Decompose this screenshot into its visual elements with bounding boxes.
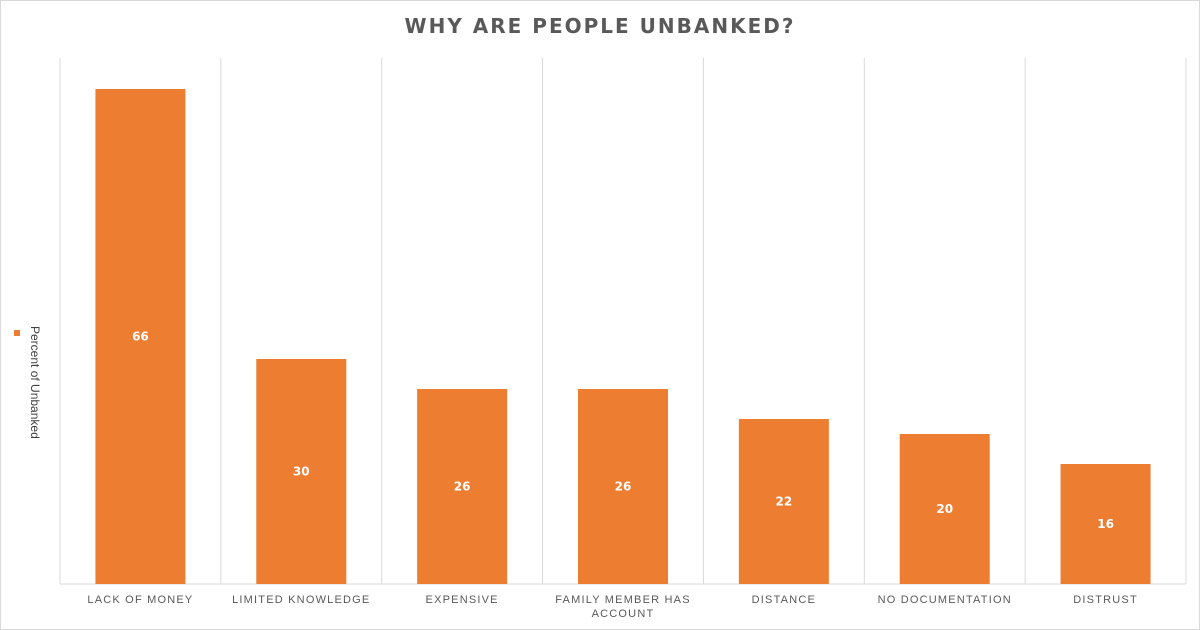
data-label: 22 — [776, 495, 793, 509]
bar — [95, 89, 186, 584]
x-tick-label: DISTRUST — [1073, 594, 1138, 606]
bar — [256, 359, 347, 584]
x-tick-label: NO DOCUMENTATION — [878, 594, 1012, 606]
x-tick-label: DISTANCE — [752, 594, 816, 606]
data-label: 66 — [132, 330, 149, 344]
data-label: 26 — [615, 480, 632, 494]
x-tick-label: LIMITED KNOWLEDGE — [232, 594, 370, 606]
x-tick-label: LACK OF MONEY — [87, 594, 193, 606]
x-tick-label: EXPENSIVE — [426, 594, 499, 606]
data-label: 16 — [1097, 517, 1114, 531]
data-label: 30 — [293, 465, 310, 479]
bar — [578, 389, 668, 584]
bar — [1060, 464, 1151, 584]
legend-swatch — [14, 330, 20, 336]
legend: Percent of Unbanked — [12, 322, 42, 462]
bar — [417, 389, 508, 584]
data-label: 20 — [936, 502, 953, 516]
x-tick-label: FAMILY MEMBER HAS — [555, 594, 691, 606]
bar — [899, 434, 990, 584]
bar — [738, 419, 829, 584]
chart-title: WHY ARE PEOPLE UNBANKED? — [404, 14, 796, 38]
x-tick-label: ACCOUNT — [592, 608, 655, 620]
data-label: 26 — [454, 480, 471, 494]
